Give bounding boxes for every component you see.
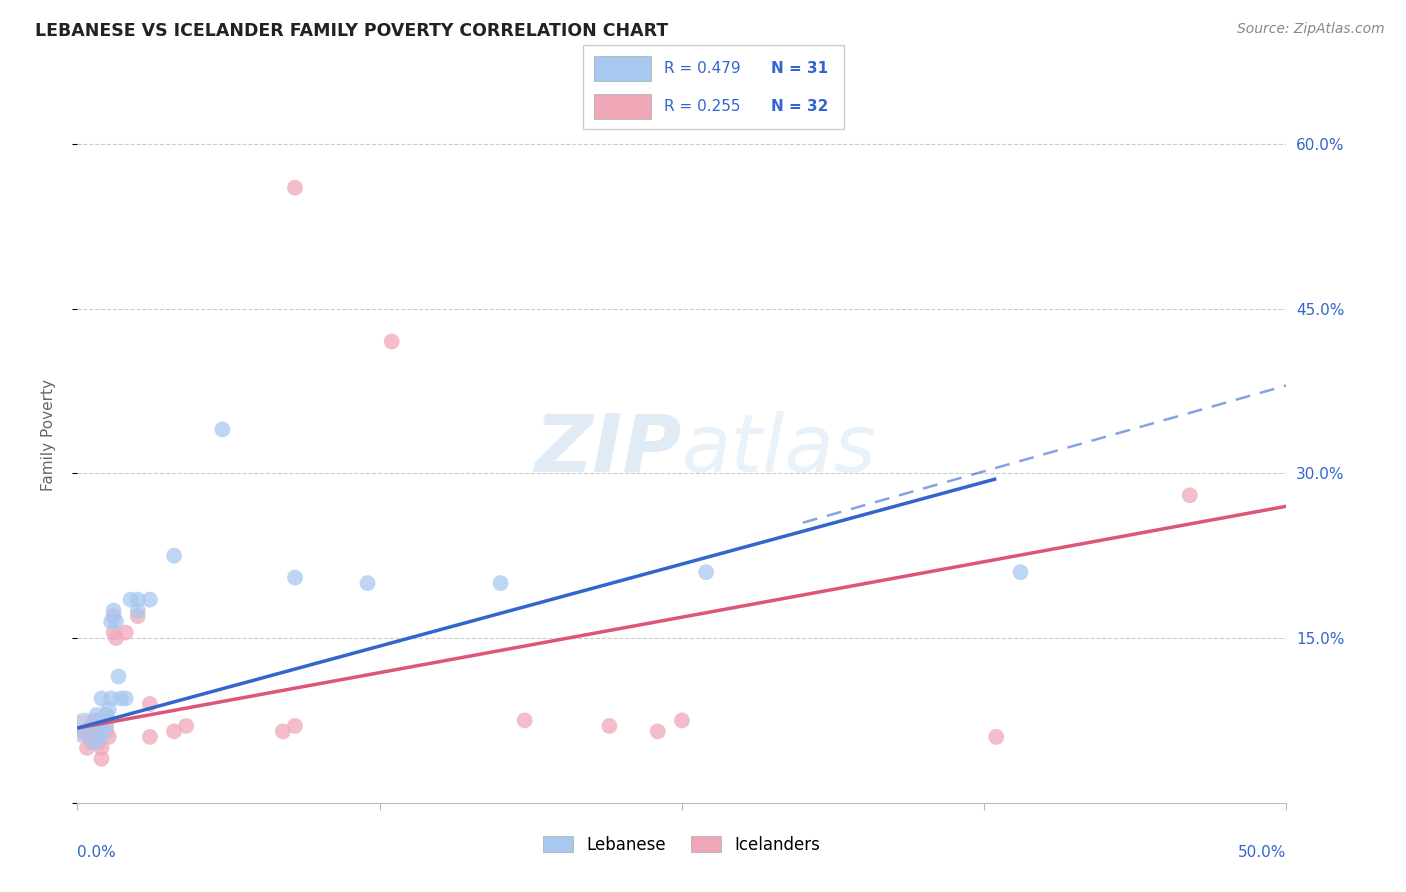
Point <box>671 714 693 728</box>
Point <box>1178 488 1201 502</box>
Point <box>83 714 105 728</box>
Point <box>163 724 186 739</box>
Text: LEBANESE VS ICELANDER FAMILY POVERTY CORRELATION CHART: LEBANESE VS ICELANDER FAMILY POVERTY COR… <box>35 22 668 40</box>
Point <box>90 691 112 706</box>
Point <box>96 707 118 722</box>
Point <box>73 721 96 735</box>
Point <box>80 735 103 749</box>
Point <box>986 730 1008 744</box>
Point <box>87 735 110 749</box>
Point <box>86 719 108 733</box>
Point <box>139 697 162 711</box>
Point <box>96 719 118 733</box>
Point <box>76 740 98 755</box>
Y-axis label: Family Poverty: Family Poverty <box>42 379 56 491</box>
Text: 0.0%: 0.0% <box>77 845 117 860</box>
Point <box>79 730 101 744</box>
Point <box>163 549 186 563</box>
Point <box>90 752 112 766</box>
Point <box>356 576 378 591</box>
Point <box>127 592 149 607</box>
FancyBboxPatch shape <box>583 45 844 129</box>
Point <box>695 565 717 579</box>
Point <box>271 724 294 739</box>
Point <box>103 609 125 624</box>
Point <box>127 604 149 618</box>
Text: N = 31: N = 31 <box>770 61 828 76</box>
Point <box>87 714 110 728</box>
Point <box>489 576 512 591</box>
Text: ZIP: ZIP <box>534 410 682 489</box>
Text: atlas: atlas <box>682 410 877 489</box>
Point <box>284 571 307 585</box>
Point <box>90 730 112 744</box>
Point <box>127 609 149 624</box>
FancyBboxPatch shape <box>593 94 651 120</box>
Point <box>90 740 112 755</box>
Point <box>97 702 120 716</box>
Point <box>100 691 122 706</box>
Point <box>139 730 162 744</box>
Point <box>90 724 112 739</box>
Point <box>103 604 125 618</box>
Point <box>96 724 118 739</box>
Point <box>97 730 120 744</box>
Point <box>105 631 128 645</box>
Point <box>211 422 233 436</box>
Text: Source: ZipAtlas.com: Source: ZipAtlas.com <box>1237 22 1385 37</box>
Legend: Lebanese, Icelanders: Lebanese, Icelanders <box>537 830 827 861</box>
Text: R = 0.479: R = 0.479 <box>664 61 741 76</box>
Point <box>105 615 128 629</box>
Point <box>284 719 307 733</box>
Point <box>86 707 108 722</box>
Point <box>80 719 103 733</box>
Point <box>100 615 122 629</box>
FancyBboxPatch shape <box>593 55 651 81</box>
Point <box>114 691 136 706</box>
Point <box>96 707 118 722</box>
Point <box>1010 565 1032 579</box>
Text: R = 0.255: R = 0.255 <box>664 99 741 114</box>
Point <box>79 724 101 739</box>
Point <box>73 724 96 739</box>
Point <box>647 724 669 739</box>
Point <box>174 719 197 733</box>
Point <box>513 714 536 728</box>
Point <box>114 625 136 640</box>
Point <box>73 721 96 735</box>
Point <box>83 735 105 749</box>
Text: N = 32: N = 32 <box>770 99 828 114</box>
Point <box>86 719 108 733</box>
Point <box>86 724 108 739</box>
Point <box>284 180 307 194</box>
Point <box>120 592 142 607</box>
Point <box>107 669 129 683</box>
Point <box>73 724 96 739</box>
Point <box>110 691 132 706</box>
Point <box>381 334 404 349</box>
Point <box>598 719 620 733</box>
Point <box>103 625 125 640</box>
Text: 50.0%: 50.0% <box>1239 845 1286 860</box>
Point <box>139 592 162 607</box>
